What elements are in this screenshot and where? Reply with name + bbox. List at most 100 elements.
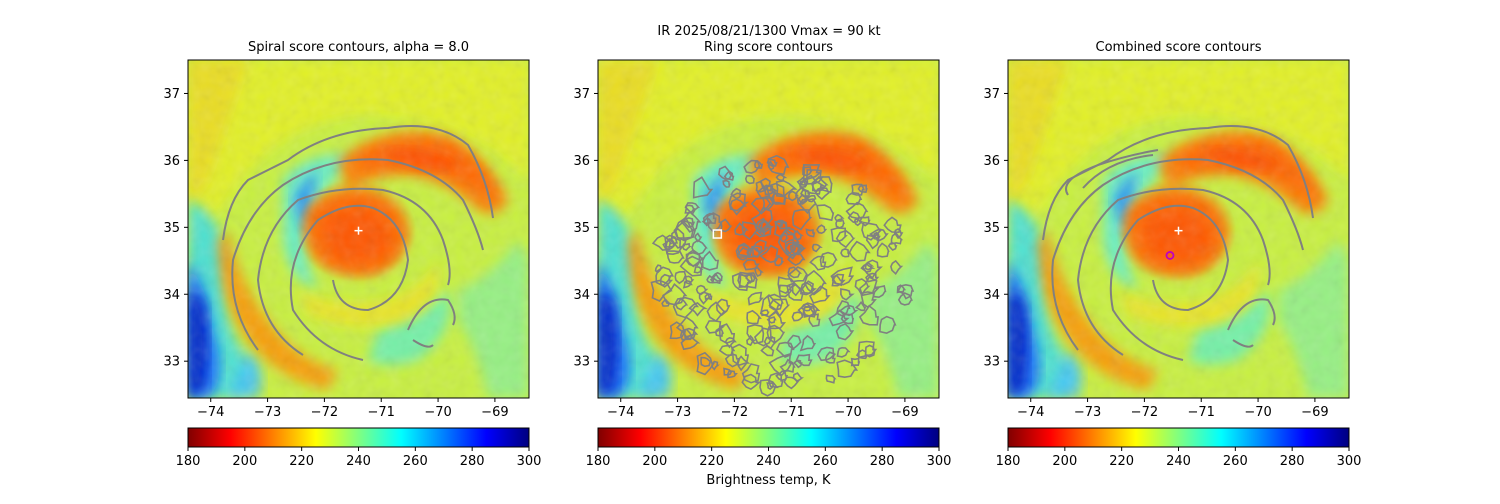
colorbar-tick-label: 180 — [996, 454, 1021, 469]
ring-contour — [857, 184, 868, 193]
ring-contour — [766, 382, 775, 390]
ring-contour — [765, 182, 787, 205]
ring-contour — [778, 284, 794, 298]
x-tick-label: −69 — [1301, 405, 1328, 420]
ring-contour — [825, 374, 837, 384]
ring-contour — [768, 352, 793, 377]
ring-contour — [803, 269, 827, 296]
figure-suptitle: IR 2025/08/21/1300 Vmax = 90 kt — [657, 24, 880, 39]
ring-contour — [860, 291, 877, 308]
score-contour — [256, 187, 451, 356]
ring-contour — [854, 278, 871, 297]
ring-contour — [773, 255, 785, 267]
ring-contour — [787, 266, 809, 283]
ring-contour — [715, 327, 725, 338]
ring-contour — [819, 251, 838, 268]
ring-contour — [808, 313, 821, 328]
colorbar-tick-label: 280 — [460, 454, 485, 469]
ring-contour — [752, 239, 769, 253]
ring-contour — [664, 234, 679, 248]
ring-contour — [759, 244, 781, 264]
colorbar-tick-label: 280 — [870, 454, 895, 469]
ring-contour — [834, 213, 845, 222]
ring-contour — [754, 160, 764, 169]
ring-contour — [806, 194, 817, 203]
ring-contour — [802, 166, 813, 177]
panel-title: Ring score contours — [704, 40, 833, 55]
ring-contour — [681, 242, 692, 251]
score-contour — [1232, 339, 1254, 348]
score-contour — [1042, 125, 1314, 241]
ring-contour — [836, 346, 851, 358]
ring-contour — [787, 266, 803, 279]
colorbar-tick-label: 260 — [813, 454, 838, 469]
center-plus-marker — [1174, 226, 1183, 235]
ring-contour — [741, 373, 762, 391]
y-tick-label: 33 — [983, 355, 1000, 370]
ring-contour — [853, 218, 864, 227]
score-contour — [231, 158, 484, 351]
ring-contour — [865, 272, 880, 283]
ring-contour — [723, 367, 733, 376]
ring-contour — [669, 321, 687, 340]
x-tick-label: −69 — [481, 405, 508, 420]
ring-contour — [865, 233, 880, 250]
ring-contour — [763, 336, 778, 350]
ring-contour — [709, 273, 723, 285]
ring-contour — [702, 212, 717, 225]
colorbar-tick-label: 220 — [699, 454, 724, 469]
colorbar-tick-label: 240 — [346, 454, 371, 469]
ring-contour — [836, 359, 859, 379]
plot-frame — [597, 59, 940, 399]
ring-contour — [890, 231, 904, 245]
ring-contour — [760, 309, 770, 317]
x-tick-label: −73 — [664, 405, 691, 420]
y-tick-label: 37 — [983, 87, 1000, 102]
ring-contour — [768, 298, 791, 318]
ring-contour — [775, 341, 795, 359]
ring-contour — [816, 204, 835, 222]
ring-contour — [851, 183, 866, 196]
ring-contour — [876, 242, 890, 258]
ring-contour — [764, 184, 779, 196]
ring-contour — [809, 255, 827, 271]
score-contour — [1082, 154, 1154, 189]
ring-contour — [775, 219, 784, 228]
ring-contour — [724, 353, 741, 368]
colorbar-tick-label: 200 — [642, 454, 667, 469]
score-contour — [1227, 298, 1276, 331]
ring-contour — [811, 243, 823, 253]
ring-contour — [795, 353, 813, 367]
ring-contour — [737, 273, 754, 288]
x-tick-label: −71 — [778, 405, 805, 420]
y-tick-label: 36 — [163, 154, 180, 169]
satellite-imagery — [188, 60, 529, 398]
ring-contour — [808, 285, 831, 304]
ring-contour — [680, 334, 701, 351]
plot-frame — [187, 59, 530, 399]
ring-contour — [830, 227, 848, 243]
ring-contour — [858, 304, 879, 326]
ring-contour — [792, 372, 805, 382]
axes: −74 −73 −72 −71 −70 −69 33 34 35 36 37 Combined sco… — [983, 40, 1350, 420]
colorbar-tick-label: 240 — [1166, 454, 1191, 469]
x-tick-label: −70 — [424, 405, 451, 420]
ring-contour — [654, 264, 663, 274]
ring-contour — [760, 345, 775, 357]
panel-2: −74 −73 −72 −71 −70 −69 33 34 35 36 37 Ring score c… — [573, 40, 951, 488]
ring-contour — [718, 165, 734, 181]
y-tick-label: 35 — [163, 221, 180, 236]
ring-contour — [775, 173, 788, 182]
ring-contour — [864, 344, 876, 358]
ring-contour — [767, 372, 784, 388]
ring-contour — [661, 298, 672, 307]
ring-contour — [750, 207, 774, 230]
x-tick-label: −72 — [721, 405, 748, 420]
colorbar-gradient — [187, 427, 530, 448]
ring-contour — [817, 346, 837, 362]
colorbar-tick-label: 220 — [1109, 454, 1134, 469]
ring-contour — [805, 228, 816, 238]
ring-contour — [734, 222, 749, 236]
ring-contour — [738, 271, 758, 289]
colorbar: 180 200 220 240 260 280 300 — [996, 427, 1361, 469]
